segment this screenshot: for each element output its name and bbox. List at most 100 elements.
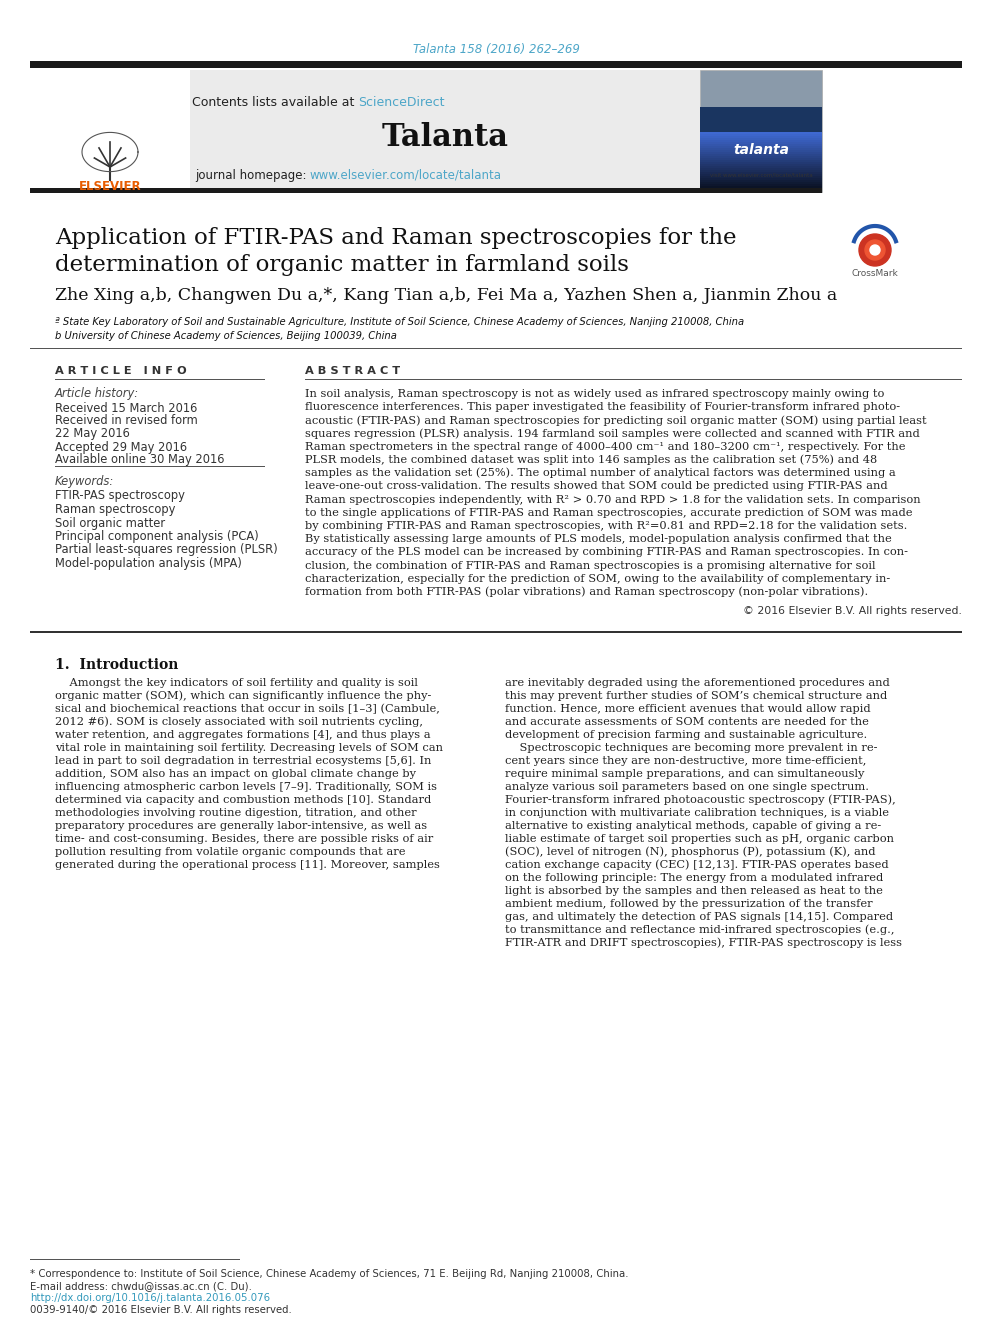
- Circle shape: [859, 234, 891, 266]
- Text: methodologies involving routine digestion, titration, and other: methodologies involving routine digestio…: [55, 808, 417, 818]
- Text: this may prevent further studies of SOM’s chemical structure and: this may prevent further studies of SOM’…: [505, 691, 887, 701]
- Text: Received in revised form: Received in revised form: [55, 414, 197, 427]
- Text: http://dx.doi.org/10.1016/j.talanta.2016.05.076: http://dx.doi.org/10.1016/j.talanta.2016…: [30, 1293, 270, 1303]
- Text: * Correspondence to: Institute of Soil Science, Chinese Academy of Sciences, 71 : * Correspondence to: Institute of Soil S…: [30, 1269, 629, 1279]
- Text: characterization, especially for the prediction of SOM, owing to the availabilit: characterization, especially for the pre…: [305, 574, 890, 583]
- Text: time- and cost-consuming. Besides, there are possible risks of air: time- and cost-consuming. Besides, there…: [55, 835, 434, 844]
- Text: Partial least-squares regression (PLSR): Partial least-squares regression (PLSR): [55, 544, 278, 557]
- Bar: [700, 188, 822, 191]
- Text: samples as the validation set (25%). The optimal number of analytical factors wa: samples as the validation set (25%). The…: [305, 468, 896, 479]
- Text: CrossMark: CrossMark: [851, 270, 899, 279]
- Bar: [700, 191, 822, 192]
- Text: cent years since they are non-destructive, more time-efficient,: cent years since they are non-destructiv…: [505, 757, 866, 766]
- Text: Application of FTIR-PAS and Raman spectroscopies for the: Application of FTIR-PAS and Raman spectr…: [55, 228, 736, 249]
- Text: on the following principle: The energy from a modulated infrared: on the following principle: The energy f…: [505, 873, 883, 884]
- Text: liable estimate of target soil properties such as pH, organic carbon: liable estimate of target soil propertie…: [505, 835, 894, 844]
- Text: addition, SOM also has an impact on global climate change by: addition, SOM also has an impact on glob…: [55, 769, 416, 779]
- Text: Available online 30 May 2016: Available online 30 May 2016: [55, 454, 224, 467]
- Text: require minimal sample preparations, and can simultaneously: require minimal sample preparations, and…: [505, 769, 864, 779]
- Text: ELSEVIER: ELSEVIER: [78, 180, 141, 193]
- Bar: [700, 164, 822, 165]
- Text: development of precision farming and sustainable agriculture.: development of precision farming and sus…: [505, 730, 867, 740]
- Text: Accepted 29 May 2016: Accepted 29 May 2016: [55, 441, 187, 454]
- Text: Zhe Xing a,b, Changwen Du a,*, Kang Tian a,b, Fei Ma a, Yazhen Shen a, Jianmin Z: Zhe Xing a,b, Changwen Du a,*, Kang Tian…: [55, 287, 837, 304]
- Bar: [700, 138, 822, 140]
- Bar: [30, 631, 962, 634]
- Text: By statistically assessing large amounts of PLS models, model-population analysi: By statistically assessing large amounts…: [305, 534, 892, 544]
- Text: 22 May 2016: 22 May 2016: [55, 427, 130, 441]
- Bar: [700, 168, 822, 169]
- Bar: [700, 132, 822, 134]
- Text: by combining FTIR-PAS and Raman spectroscopies, with R²=0.81 and RPD=2.18 for th: by combining FTIR-PAS and Raman spectros…: [305, 521, 908, 531]
- Text: © 2016 Elsevier B.V. All rights reserved.: © 2016 Elsevier B.V. All rights reserved…: [743, 606, 962, 617]
- Text: ScienceDirect: ScienceDirect: [358, 97, 444, 110]
- Bar: [700, 160, 822, 161]
- Text: in conjunction with multivariate calibration techniques, is a viable: in conjunction with multivariate calibra…: [505, 808, 889, 818]
- Bar: [30, 188, 822, 193]
- Text: sical and biochemical reactions that occur in soils [1–3] (Cambule,: sical and biochemical reactions that occ…: [55, 704, 439, 714]
- Text: In soil analysis, Raman spectroscopy is not as widely used as infrared spectrosc: In soil analysis, Raman spectroscopy is …: [305, 389, 885, 400]
- Circle shape: [870, 245, 880, 255]
- Text: cation exchange capacity (CEC) [12,13]. FTIR-PAS operates based: cation exchange capacity (CEC) [12,13]. …: [505, 860, 889, 871]
- Text: Fourier-transform infrared photoacoustic spectroscopy (FTIR-PAS),: Fourier-transform infrared photoacoustic…: [505, 795, 896, 806]
- Bar: [700, 176, 822, 179]
- Text: gas, and ultimately the detection of PAS signals [14,15]. Compared: gas, and ultimately the detection of PAS…: [505, 912, 893, 922]
- Bar: [700, 179, 822, 180]
- Text: determination of organic matter in farmland soils: determination of organic matter in farml…: [55, 254, 629, 277]
- Bar: [700, 148, 822, 149]
- Text: Soil organic matter: Soil organic matter: [55, 516, 165, 529]
- Bar: [700, 161, 822, 164]
- Text: 0039-9140/© 2016 Elsevier B.V. All rights reserved.: 0039-9140/© 2016 Elsevier B.V. All right…: [30, 1304, 292, 1315]
- Bar: [700, 156, 822, 157]
- Bar: [700, 172, 822, 175]
- Text: to transmittance and reflectance mid-infrared spectroscopies (e.g.,: to transmittance and reflectance mid-inf…: [505, 925, 895, 935]
- Bar: [190, 70, 700, 192]
- Bar: [700, 70, 822, 192]
- Text: generated during the operational process [11]. Moreover, samples: generated during the operational process…: [55, 860, 439, 871]
- Bar: [700, 153, 822, 156]
- Text: preparatory procedures are generally labor-intensive, as well as: preparatory procedures are generally lab…: [55, 822, 428, 831]
- Bar: [700, 165, 822, 168]
- Text: water retention, and aggregates formations [4], and thus plays a: water retention, and aggregates formatio…: [55, 730, 431, 740]
- Bar: [700, 175, 822, 176]
- Text: Keywords:: Keywords:: [55, 475, 114, 488]
- Text: Contents lists available at: Contents lists available at: [191, 97, 358, 110]
- Text: squares regression (PLSR) analysis. 194 farmland soil samples were collected and: squares regression (PLSR) analysis. 194 …: [305, 429, 920, 439]
- Text: influencing atmospheric carbon levels [7–9]. Traditionally, SOM is: influencing atmospheric carbon levels [7…: [55, 782, 437, 792]
- Text: 1.  Introduction: 1. Introduction: [55, 659, 179, 672]
- Text: and accurate assessments of SOM contents are needed for the: and accurate assessments of SOM contents…: [505, 717, 869, 728]
- Text: A B S T R A C T: A B S T R A C T: [305, 366, 400, 376]
- Text: Raman spectroscopy: Raman spectroscopy: [55, 503, 176, 516]
- Text: light is absorbed by the samples and then released as heat to the: light is absorbed by the samples and the…: [505, 886, 883, 896]
- Text: ª State Key Laboratory of Soil and Sustainable Agriculture, Institute of Soil Sc: ª State Key Laboratory of Soil and Susta…: [55, 318, 744, 327]
- Bar: [700, 149, 822, 152]
- Text: A R T I C L E   I N F O: A R T I C L E I N F O: [55, 366, 186, 376]
- Text: vital role in maintaining soil fertility. Decreasing levels of SOM can: vital role in maintaining soil fertility…: [55, 744, 443, 753]
- Circle shape: [865, 239, 885, 261]
- Text: leave-one-out cross-validation. The results showed that SOM could be predicted u: leave-one-out cross-validation. The resu…: [305, 482, 888, 491]
- Text: ambient medium, followed by the pressurization of the transfer: ambient medium, followed by the pressuri…: [505, 900, 873, 909]
- Text: Talanta 158 (2016) 262–269: Talanta 158 (2016) 262–269: [413, 44, 579, 57]
- Text: b University of Chinese Academy of Sciences, Beijing 100039, China: b University of Chinese Academy of Scien…: [55, 331, 397, 341]
- Text: formation from both FTIR-PAS (polar vibrations) and Raman spectroscopy (non-pola: formation from both FTIR-PAS (polar vibr…: [305, 586, 868, 597]
- Text: Spectroscopic techniques are becoming more prevalent in re-: Spectroscopic techniques are becoming mo…: [505, 744, 878, 753]
- Bar: [30, 61, 962, 67]
- Text: acoustic (FTIR-PAS) and Raman spectroscopies for predicting soil organic matter : acoustic (FTIR-PAS) and Raman spectrosco…: [305, 415, 927, 426]
- Text: FTIR-PAS spectroscopy: FTIR-PAS spectroscopy: [55, 490, 185, 503]
- Text: Talanta: Talanta: [382, 123, 509, 153]
- Text: lead in part to soil degradation in terrestrial ecosystems [5,6]. In: lead in part to soil degradation in terr…: [55, 757, 432, 766]
- Text: journal homepage:: journal homepage:: [194, 168, 310, 181]
- Bar: [700, 107, 822, 192]
- Text: determined via capacity and combustion methods [10]. Standard: determined via capacity and combustion m…: [55, 795, 432, 806]
- Bar: [700, 184, 822, 187]
- Text: accuracy of the PLS model can be increased by combining FTIR-PAS and Raman spect: accuracy of the PLS model can be increas…: [305, 548, 908, 557]
- Bar: [700, 140, 822, 142]
- Text: organic matter (SOM), which can significantly influence the phy-: organic matter (SOM), which can signific…: [55, 691, 432, 701]
- Text: Principal component analysis (PCA): Principal component analysis (PCA): [55, 531, 259, 542]
- Text: are inevitably degraded using the aforementioned procedures and: are inevitably degraded using the aforem…: [505, 679, 890, 688]
- Text: 2012 #6). SOM is closely associated with soil nutrients cycling,: 2012 #6). SOM is closely associated with…: [55, 717, 423, 728]
- Bar: [30, 70, 190, 192]
- Text: clusion, the combination of FTIR-PAS and Raman spectroscopies is a promising alt: clusion, the combination of FTIR-PAS and…: [305, 561, 876, 570]
- Text: E-mail address: chwdu@issas.ac.cn (C. Du).: E-mail address: chwdu@issas.ac.cn (C. Du…: [30, 1281, 252, 1291]
- Bar: [700, 142, 822, 144]
